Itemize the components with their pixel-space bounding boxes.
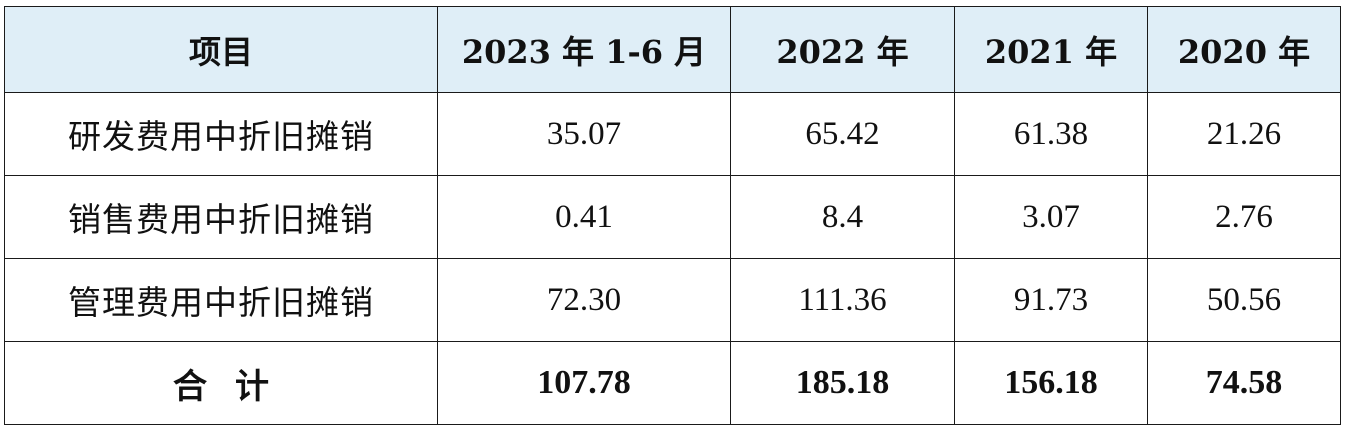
table-row: 研发费用中折旧摊销 35.07 65.42 61.38 21.26 <box>4 92 1341 176</box>
depreciation-amortization-table: 项目 2023 年 1-6 月 2022 年 2021 年 2020 年 研发费… <box>4 6 1341 425</box>
total-cell: 107.78 <box>437 341 731 425</box>
total-cell: 156.18 <box>954 341 1148 425</box>
table-cell: 3.07 <box>954 175 1148 259</box>
table-cell: 111.36 <box>730 258 955 342</box>
table-cell: 91.73 <box>954 258 1148 342</box>
table-cell: 21.26 <box>1147 92 1341 176</box>
row-label: 研发费用中折旧摊销 <box>4 92 438 176</box>
table-row: 管理费用中折旧摊销 72.30 111.36 91.73 50.56 <box>4 258 1341 342</box>
total-cell: 185.18 <box>730 341 955 425</box>
header-item: 项目 <box>4 6 438 93</box>
table-cell: 8.4 <box>730 175 955 259</box>
table-cell: 61.38 <box>954 92 1148 176</box>
header-2021: 2021 年 <box>954 6 1148 93</box>
table-cell: 72.30 <box>437 258 731 342</box>
header-2022: 2022 年 <box>730 6 955 93</box>
total-label: 合计 <box>4 341 438 425</box>
header-row: 项目 2023 年 1-6 月 2022 年 2021 年 2020 年 <box>4 6 1341 93</box>
row-label: 管理费用中折旧摊销 <box>4 258 438 342</box>
total-cell: 74.58 <box>1147 341 1341 425</box>
table-row: 销售费用中折旧摊销 0.41 8.4 3.07 2.76 <box>4 175 1341 259</box>
header-2023-h1: 2023 年 1-6 月 <box>437 6 731 93</box>
total-row: 合计 107.78 185.18 156.18 74.58 <box>4 341 1341 425</box>
table-cell: 65.42 <box>730 92 955 176</box>
table-cell: 0.41 <box>437 175 731 259</box>
header-2020: 2020 年 <box>1147 6 1341 93</box>
depreciation-table-container: 项目 2023 年 1-6 月 2022 年 2021 年 2020 年 研发费… <box>4 6 1341 425</box>
table-cell: 50.56 <box>1147 258 1341 342</box>
table-cell: 35.07 <box>437 92 731 176</box>
row-label: 销售费用中折旧摊销 <box>4 175 438 259</box>
table-cell: 2.76 <box>1147 175 1341 259</box>
